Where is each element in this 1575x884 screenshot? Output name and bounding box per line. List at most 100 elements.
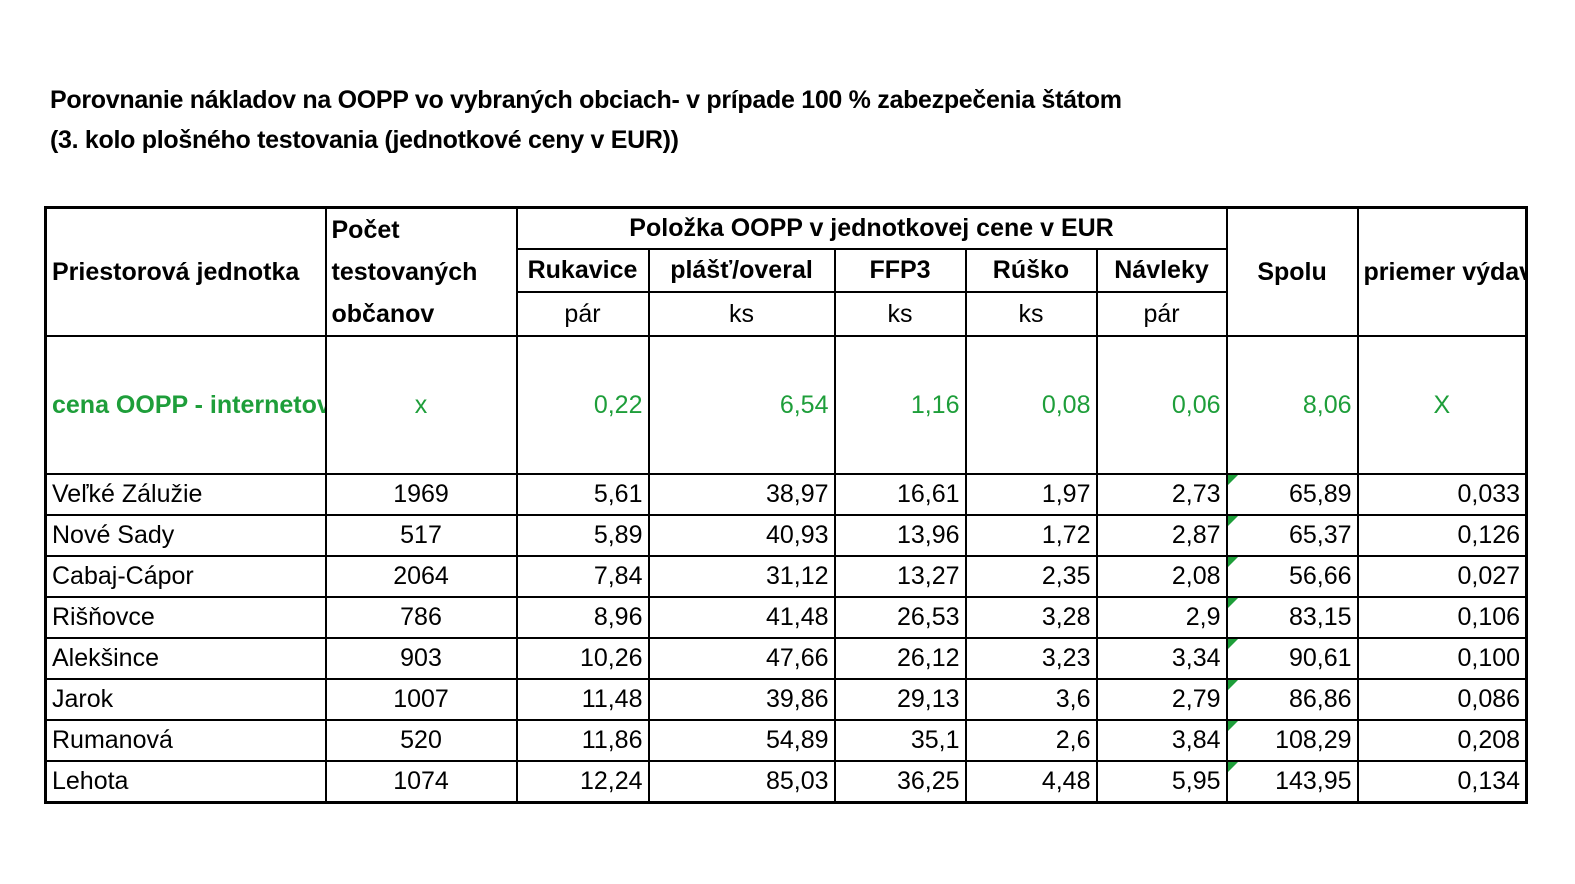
row-count: 1969 [324,473,518,516]
table-row: Veľké Zálužie 1969 5,61 38,97 16,61 1,97 2,73 6… [44,473,1528,516]
row-plast: 39,86 [647,678,836,721]
row-rukavice: 11,86 [515,719,650,762]
item-header-plast: plášť/overal [647,247,836,294]
table-row: Nové Sady 517 5,89 40,93 13,96 1,72 2,87 65,37 0… [44,514,1528,557]
row-navleky: 2,9 [1095,596,1228,639]
row-total: 56,66 [1225,555,1359,598]
row-average: 0,126 [1356,514,1528,557]
table-row: Alekšince 903 10,26 47,66 26,12 3,23 3,34 90,61… [44,637,1528,680]
row-rukavice: 11,48 [515,678,650,721]
municipality-rows: Veľké Zálužie 1969 5,61 38,97 16,61 1,97 2,73 6… [44,473,1528,803]
row-rusko: 4,48 [964,760,1098,803]
row-navleky: 2,87 [1095,514,1228,557]
item-header-navleky: Návleky [1095,247,1228,294]
row-navleky: 2,73 [1095,473,1228,516]
row-navleky: 3,84 [1095,719,1228,762]
row-count: 786 [324,596,518,639]
header-row-2: Rukavice plášť/overal FFP3 Rúško Návleky [46,247,1527,294]
row-navleky: 5,95 [1095,760,1228,803]
row-ffp3: 35,1 [833,719,967,762]
row-rusko: 1,97 [964,473,1098,516]
row-count: 520 [324,719,518,762]
row-total: 86,86 [1225,678,1359,721]
title-line-2: (3. kolo plošného testovania (jednotkové… [50,126,679,154]
row-average: 0,106 [1356,596,1528,639]
row-plast: 54,89 [647,719,836,762]
header-row-1: Priestorová jednotka Počet testovaných o… [44,206,1528,337]
row-rukavice: 7,84 [515,555,650,598]
row-average: 0,208 [1356,719,1528,762]
row-name: Cabaj-Cápor [44,555,327,598]
price-plast: 6,54 [647,335,836,475]
row-total: 65,89 [1225,473,1359,516]
row-navleky: 2,08 [1095,555,1228,598]
row-average: 0,100 [1356,637,1528,680]
row-plast: 31,12 [647,555,836,598]
unit-plast: ks [647,291,836,337]
row-name: Alekšince [44,637,327,680]
row-total: 143,95 [1225,760,1359,803]
row-total: 90,61 [1225,637,1359,680]
title-line-1: Porovnanie nákladov na OOPP vo vybraných… [50,86,1122,114]
price-rusko: 0,08 [964,335,1098,475]
price-row-label: cena OOPP - internetový prieskum trhu (z… [44,335,327,475]
price-row-count: x [324,335,518,475]
row-name: Veľké Zálužie [44,473,327,516]
table-row: Rumanová 520 11,86 54,89 35,1 2,6 3,84 108,29 0,… [44,719,1528,762]
row-total: 65,37 [1225,514,1359,557]
header-row-units: pár ks ks ks pár [46,291,1527,337]
row-total: 83,15 [1225,596,1359,639]
cost-table: Priestorová jednotka Počet testovaných o… [44,206,1529,804]
row-rukavice: 5,89 [515,514,650,557]
table-row: Jarok 1007 11,48 39,86 29,13 3,6 2,79 86,86 0,08… [44,678,1528,721]
row-rusko: 1,72 [964,514,1098,557]
unit-rukavice: pár [515,291,650,337]
row-navleky: 2,79 [1095,678,1228,721]
row-rusko: 2,6 [964,719,1098,762]
row-name: Jarok [44,678,327,721]
row-ffp3: 16,61 [833,473,967,516]
items-group-header: Položka OOPP v jednotkovej cene v EUR [515,206,1228,250]
price-average: X [1356,335,1528,475]
row-average: 0,086 [1356,678,1528,721]
average-header: priemer výdavkov na OOPP na 1 testovanéh… [1356,206,1528,337]
row-ffp3: 29,13 [833,678,967,721]
row-rusko: 3,6 [964,678,1098,721]
row-plast: 38,97 [647,473,836,516]
row-plast: 41,48 [647,596,836,639]
unit-rusko: ks [964,291,1098,337]
row-name: Lehota [44,760,327,803]
unit-ffp3: ks [833,291,967,337]
count-header-line-2: testovaných [331,258,478,286]
count-header: Počet testovaných občanov [324,206,518,337]
row-navleky: 3,34 [1095,637,1228,680]
row-ffp3: 13,96 [833,514,967,557]
row-rukavice: 5,61 [515,473,650,516]
row-count: 2064 [324,555,518,598]
row-rukavice: 12,24 [515,760,650,803]
row-rukavice: 8,96 [515,596,650,639]
price-rukavice: 0,22 [515,335,650,475]
price-row: cena OOPP - internetový prieskum trhu (z… [44,335,1528,475]
row-count: 1007 [324,678,518,721]
row-count: 517 [324,514,518,557]
row-name: Rumanová [44,719,327,762]
price-navleky: 0,06 [1095,335,1228,475]
unit-navleky: pár [1095,291,1228,337]
row-average: 0,033 [1356,473,1528,516]
item-header-rusko: Rúško [964,247,1098,294]
row-plast: 40,93 [647,514,836,557]
row-ffp3: 36,25 [833,760,967,803]
row-plast: 47,66 [647,637,836,680]
table-row: Cabaj-Cápor 2064 7,84 31,12 13,27 2,35 2,08 56,… [44,555,1528,598]
item-header-rukavice: Rukavice [515,247,650,294]
total-header: Spolu [1225,206,1359,337]
count-header-line-3: občanov [331,300,435,328]
row-name: Nové Sady [44,514,327,557]
row-ffp3: 26,12 [833,637,967,680]
table-row: Lehota 1074 12,24 85,03 36,25 4,48 5,95 143,95 0… [44,760,1528,803]
table-row: Rišňovce 786 8,96 41,48 26,53 3,28 2,9 83,15 0,1… [44,596,1528,639]
count-header-line-1: Počet [331,216,400,244]
row-ffp3: 13,27 [833,555,967,598]
row-rusko: 3,23 [964,637,1098,680]
